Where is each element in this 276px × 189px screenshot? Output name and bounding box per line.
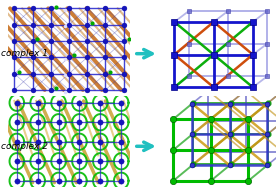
Text: complex 2: complex 2 bbox=[1, 142, 47, 151]
Text: complex 1: complex 1 bbox=[1, 49, 47, 58]
